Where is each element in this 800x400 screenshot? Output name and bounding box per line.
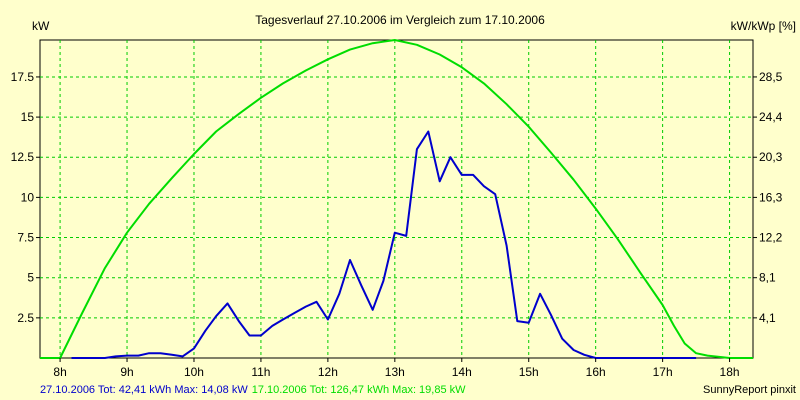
y-tick-label-right-6: 28,5 [759, 70, 783, 84]
legend-summary: 27.10.2006 Tot: 42,41 kWh Max: 14,08 kW 1… [40, 384, 466, 396]
x-tick-label-9: 17h [653, 365, 673, 379]
x-tick-label-2: 10h [184, 365, 204, 379]
y-tick-label-left-2: 7.5 [17, 231, 34, 245]
y-tick-label-right-3: 16,3 [759, 190, 783, 204]
y-tick-label-right-0: 4,1 [759, 311, 776, 325]
y-tick-label-left-3: 10 [21, 190, 35, 204]
x-tick-label-1: 9h [120, 365, 133, 379]
y-tick-label-right-2: 12,2 [759, 231, 783, 245]
plot-area [39, 39, 754, 359]
credit-text: SunnyReport pinxit [703, 384, 796, 396]
x-tick-label-6: 14h [452, 365, 472, 379]
y-tick-label-left-1: 5 [27, 271, 34, 285]
y-tick-label-left-5: 15 [21, 110, 35, 124]
y-tick-label-left-0: 2.5 [17, 311, 34, 325]
x-tick-label-4: 12h [318, 365, 338, 379]
tick-labels: 8h 9h 10h 11h 12h 13h 14h 15h 16h 17h 18h 2.5 5 7.5 10… [11, 70, 783, 379]
x-tick-label-5: 13h [385, 365, 405, 379]
y-tick-label-right-5: 24,4 [759, 110, 783, 124]
x-tick-label-7: 15h [519, 365, 539, 379]
series-line-17-10-2006 [40, 39, 753, 359]
y-tick-label-left-6: 17.5 [11, 70, 35, 84]
x-tick-label-10: 18h [720, 365, 740, 379]
legend-summary-17-10: 17.10.2006 Tot: 126,47 kWh Max: 19,85 kW [252, 384, 466, 396]
legend-summary-27-10: 27.10.2006 Tot: 42,41 kWh Max: 14,08 kW [40, 384, 248, 396]
x-tick-label-8: 16h [586, 365, 606, 379]
y-tick-label-right-1: 8,1 [759, 271, 776, 285]
chart-title: Tagesverlauf 27.10.2006 im Vergleich zum… [255, 13, 545, 27]
x-tick-label-3: 11h [251, 365, 270, 379]
y-axis-label-left: kW [32, 19, 50, 33]
x-tick-label-0: 8h [53, 365, 66, 379]
y-tick-label-left-4: 12.5 [11, 150, 35, 164]
y-axis-label-right: kW/kWp [%] [731, 19, 796, 33]
y-tick-label-right-4: 20,3 [759, 150, 783, 164]
